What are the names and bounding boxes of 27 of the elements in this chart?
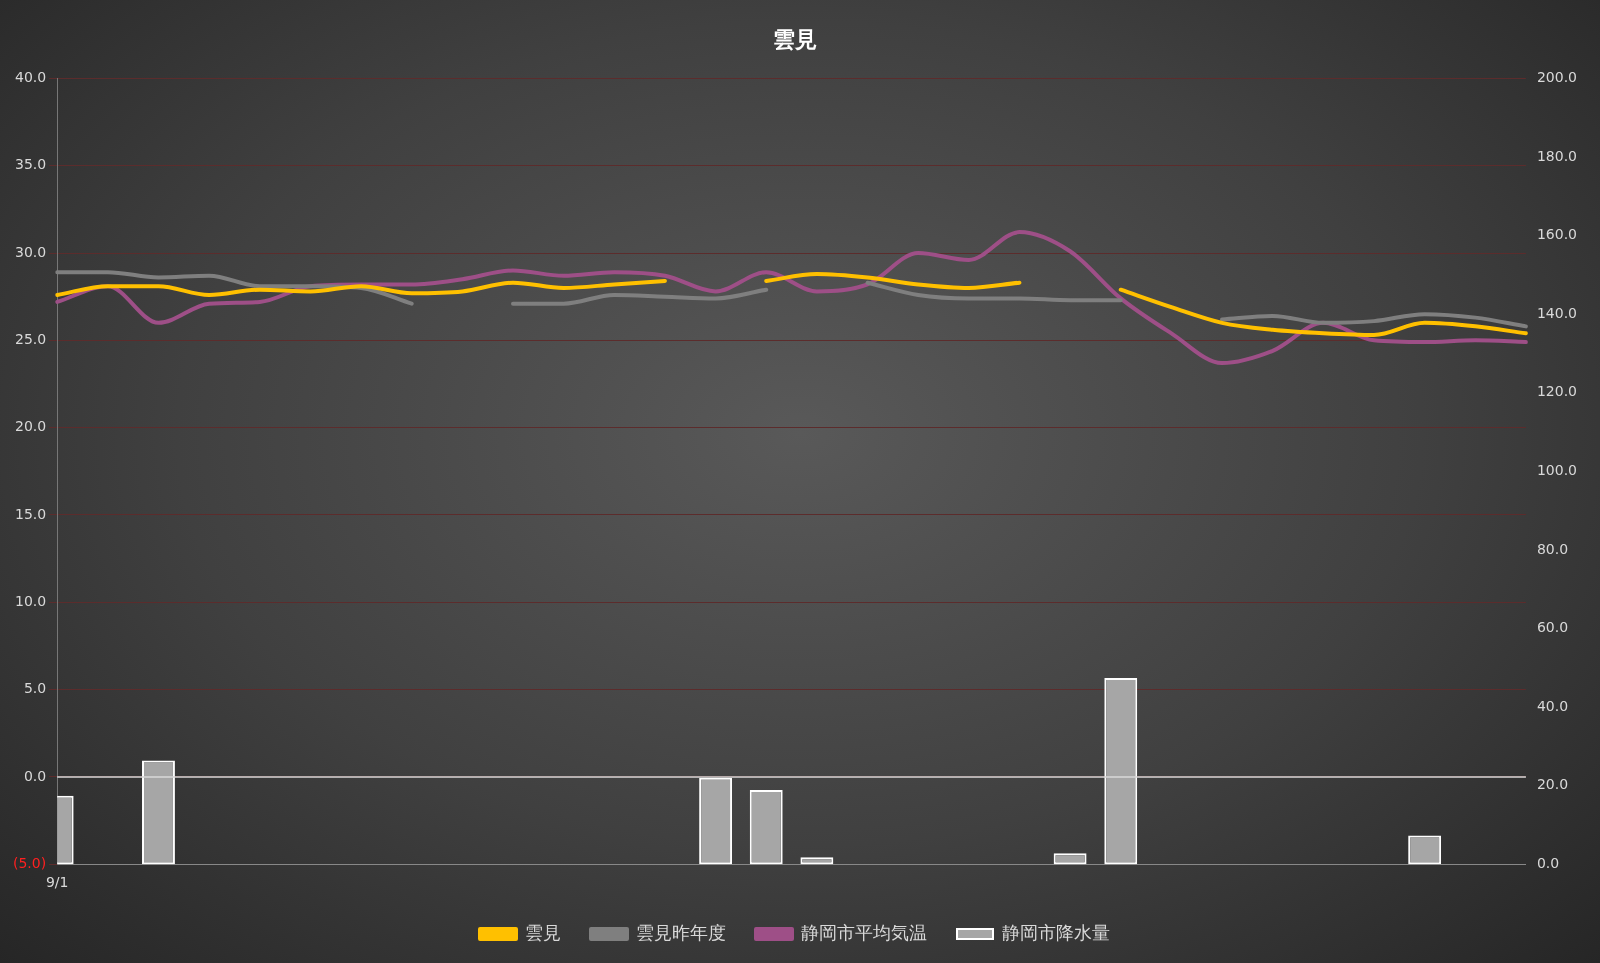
y-tick-label: 15.0 [15, 505, 47, 522]
y2-tick-label: 100.0 [1536, 461, 1578, 478]
y2-tick-label: 160.0 [1536, 226, 1578, 243]
chart-title: 雲見 [773, 26, 817, 52]
legend-label: 静岡市平均気温 [801, 921, 927, 943]
legend-label: 静岡市降水量 [1002, 921, 1110, 943]
y-tick-label: 20.0 [15, 418, 47, 435]
legend-label: 雲見昨年度 [636, 921, 726, 943]
y-tick-label: 30.0 [15, 243, 47, 260]
y-tick-label: 0.0 [23, 767, 47, 784]
y2-tick-label: 140.0 [1536, 304, 1578, 321]
y-tick-label: 35.0 [15, 156, 47, 173]
x-tick-label: 9/1 [45, 874, 69, 891]
y-tick-label: 10.0 [15, 592, 47, 609]
y2-tick-label: 180.0 [1536, 147, 1578, 164]
y-tick-label: 40.0 [15, 69, 47, 86]
y2-tick-label: 20.0 [1536, 776, 1569, 793]
y-tick-label: 25.0 [15, 330, 47, 347]
y2-tick-label: 0.0 [1536, 854, 1560, 871]
y-tick-label: 5.0 [23, 680, 47, 697]
y-tick-label: (5.0) [12, 854, 47, 871]
y2-tick-label: 60.0 [1536, 619, 1569, 636]
y2-tick-label: 40.0 [1536, 697, 1569, 714]
y2-tick-label: 200.0 [1536, 69, 1578, 86]
y2-tick-label: 80.0 [1536, 540, 1569, 557]
y2-tick-label: 120.0 [1536, 383, 1578, 400]
legend-label: 雲見 [525, 921, 561, 943]
